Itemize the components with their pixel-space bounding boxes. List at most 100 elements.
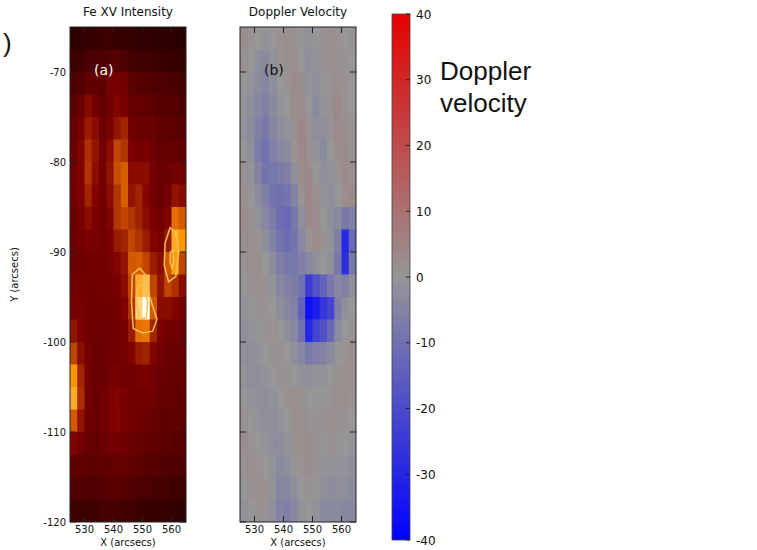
cell — [164, 320, 172, 343]
cell — [143, 162, 151, 185]
cell — [150, 342, 158, 365]
cell — [276, 117, 284, 140]
cell — [114, 297, 122, 320]
cell — [342, 297, 350, 320]
x-tick — [341, 516, 342, 522]
cell — [164, 410, 172, 433]
cell — [179, 275, 186, 298]
cell — [114, 410, 122, 433]
cell — [70, 95, 78, 118]
cell — [298, 365, 306, 388]
cell — [106, 275, 114, 298]
cell — [106, 500, 114, 523]
cell — [349, 297, 356, 320]
cell — [284, 207, 292, 230]
x-tick — [283, 27, 284, 33]
cell — [334, 185, 342, 208]
cell — [320, 140, 328, 163]
cell — [334, 477, 342, 500]
cell — [143, 320, 151, 343]
cell — [305, 455, 313, 478]
cell — [240, 72, 248, 95]
cell — [99, 365, 107, 388]
cell — [106, 297, 114, 320]
cell — [179, 95, 186, 118]
cell — [334, 252, 342, 275]
cell — [305, 162, 313, 185]
heatmap-cells — [240, 27, 356, 522]
cell — [106, 477, 114, 500]
cell — [135, 230, 143, 253]
cell — [327, 185, 335, 208]
cell — [269, 342, 277, 365]
cell — [172, 410, 180, 433]
cell — [291, 207, 299, 230]
cell — [305, 477, 313, 500]
y-axis-title: Y (arcsecs) — [9, 247, 20, 303]
cell — [99, 275, 107, 298]
cell — [114, 275, 122, 298]
cell — [334, 275, 342, 298]
cell — [327, 342, 335, 365]
cell — [150, 27, 158, 50]
colorbar-tick — [406, 79, 410, 80]
cell — [128, 410, 136, 433]
x-tick — [171, 27, 172, 33]
cell — [150, 477, 158, 500]
cell — [291, 297, 299, 320]
cell — [305, 140, 313, 163]
cell — [276, 297, 284, 320]
cell — [99, 455, 107, 478]
cell — [128, 500, 136, 523]
cell — [99, 477, 107, 500]
cell — [179, 140, 186, 163]
y-tick — [240, 522, 246, 523]
cell — [276, 455, 284, 478]
cell — [255, 50, 263, 73]
cell — [342, 320, 350, 343]
cell — [114, 230, 122, 253]
cell — [313, 252, 321, 275]
cell — [150, 72, 158, 95]
cell — [85, 432, 93, 455]
cell — [85, 275, 93, 298]
annotation: Dopplervelocity — [440, 56, 531, 118]
cell — [269, 500, 277, 523]
cell — [298, 500, 306, 523]
cell — [99, 185, 107, 208]
cell — [291, 162, 299, 185]
cell — [349, 320, 356, 343]
x-tick-label: 550 — [133, 524, 152, 535]
panel-title: Doppler Velocity — [249, 5, 347, 19]
cell — [320, 27, 328, 50]
cell — [164, 455, 172, 478]
cell — [150, 162, 158, 185]
cell — [305, 432, 313, 455]
cell — [298, 455, 306, 478]
cell — [320, 455, 328, 478]
cell — [164, 365, 172, 388]
colorbar-tick-label: -30 — [416, 468, 436, 482]
cell — [349, 140, 356, 163]
cell — [349, 162, 356, 185]
colorbar-tick — [406, 342, 410, 343]
cell — [291, 185, 299, 208]
cell — [247, 297, 255, 320]
cell — [284, 140, 292, 163]
cell — [240, 432, 248, 455]
cell — [342, 50, 350, 73]
y-tick — [350, 162, 356, 163]
colorbar — [392, 14, 410, 540]
contour — [137, 284, 148, 320]
cell — [334, 432, 342, 455]
cell — [172, 140, 180, 163]
cell — [334, 162, 342, 185]
cell — [291, 320, 299, 343]
cell — [284, 27, 292, 50]
cell — [255, 117, 263, 140]
cell — [179, 50, 186, 73]
cell — [320, 387, 328, 410]
cell — [70, 50, 78, 73]
cell — [179, 365, 186, 388]
cell — [247, 342, 255, 365]
